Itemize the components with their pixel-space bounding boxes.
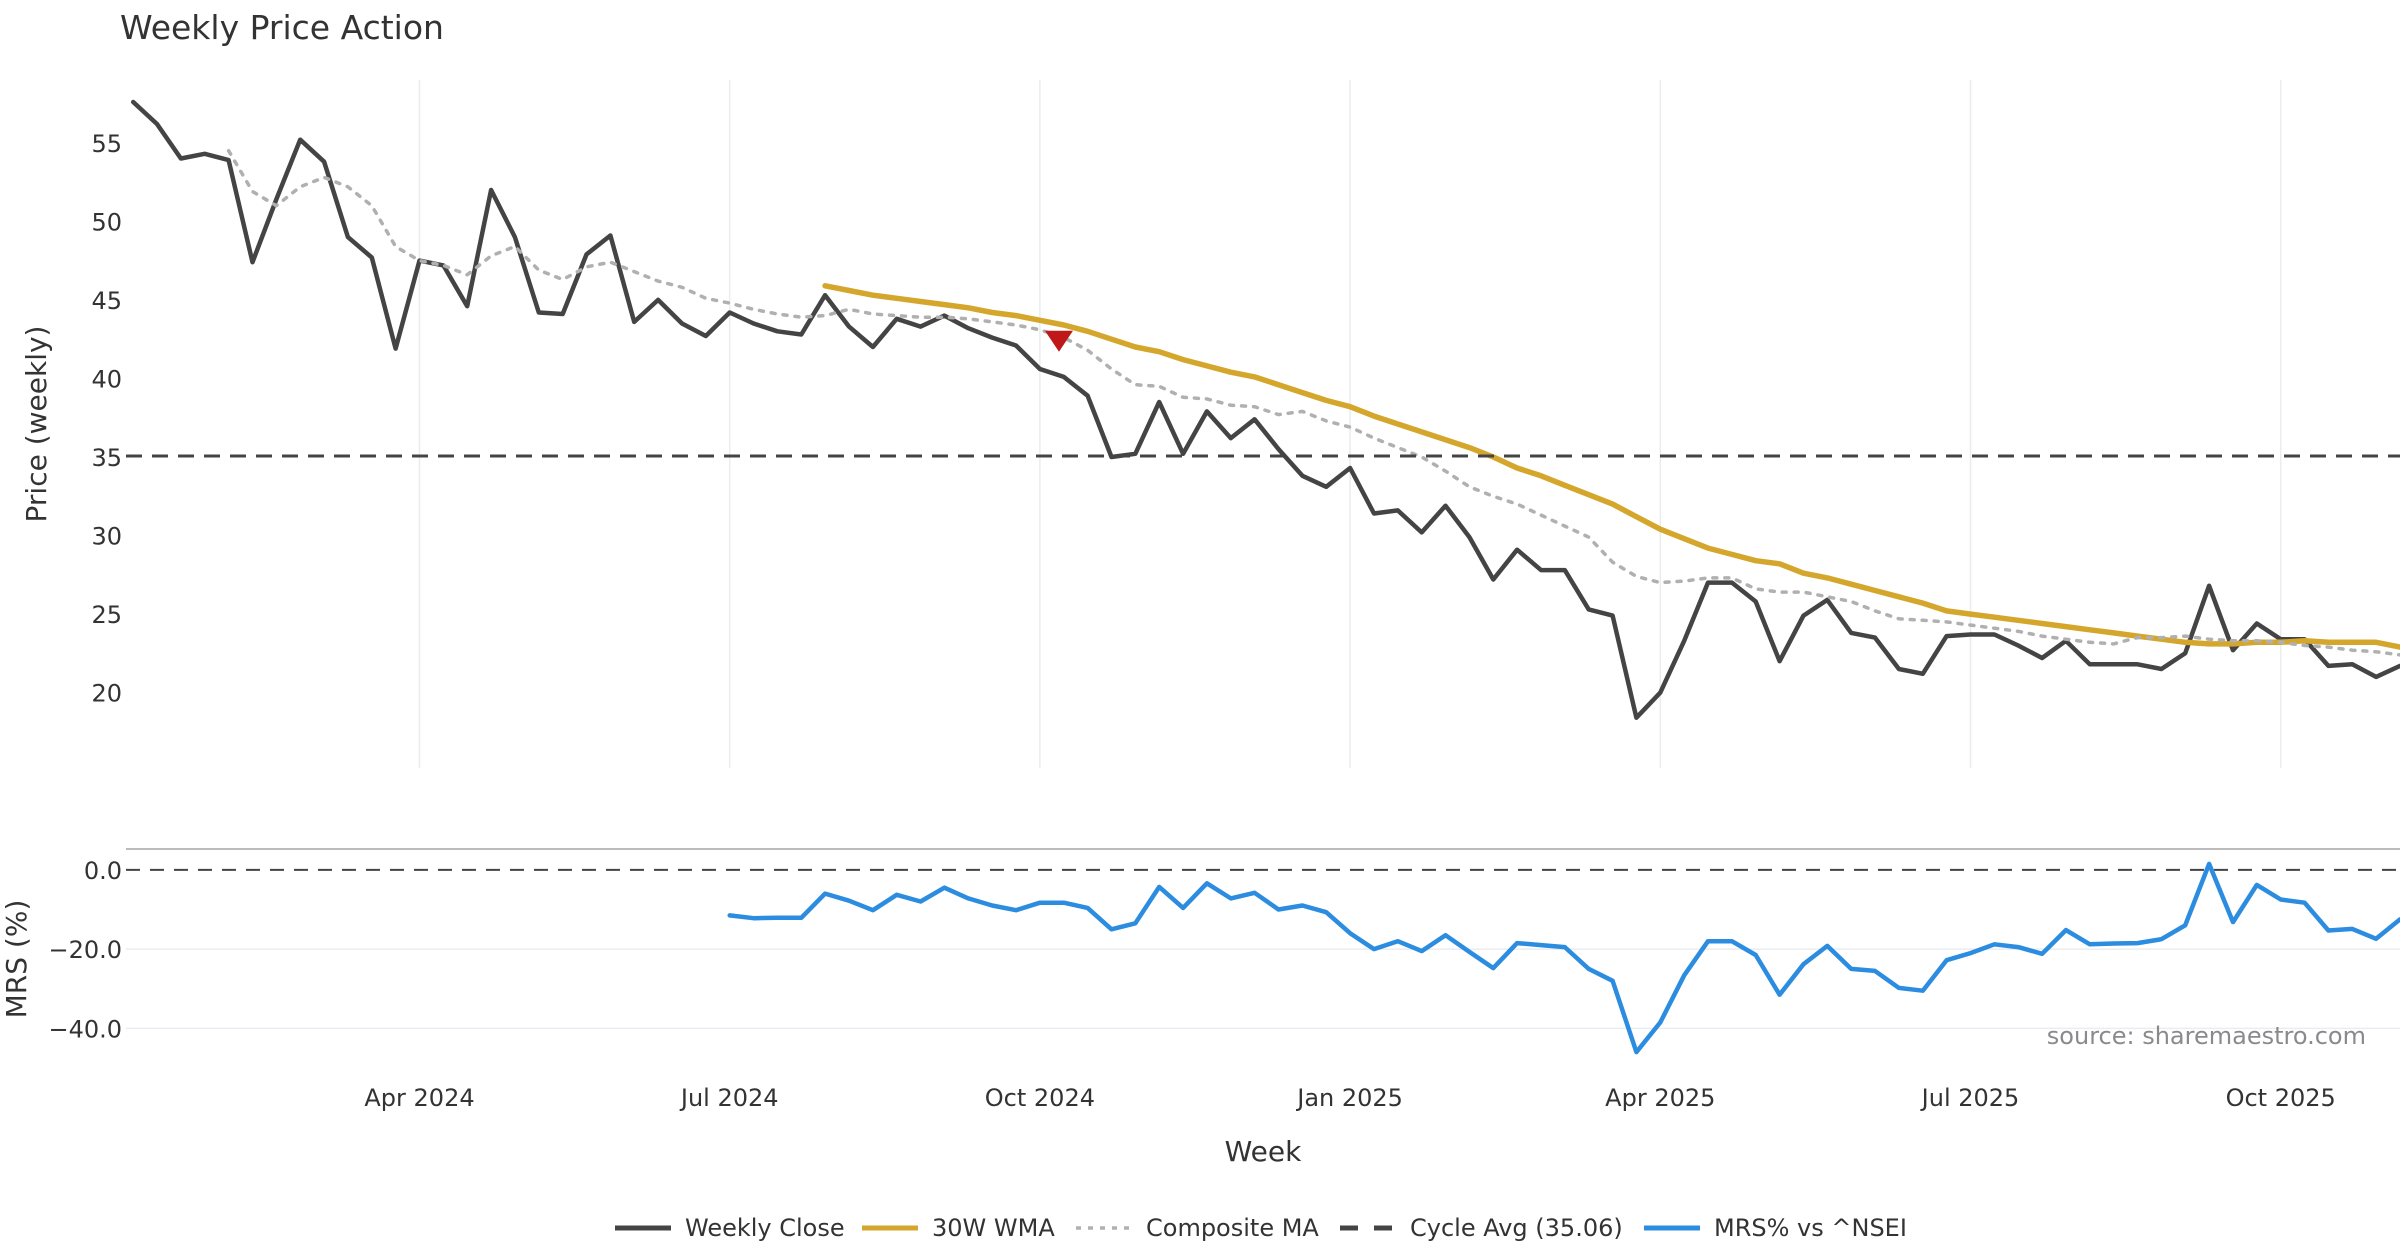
source-note: source: sharemaestro.com xyxy=(2047,1022,2366,1050)
price-y-tick-label: 35 xyxy=(91,444,122,472)
weekly-price-chart: Weekly Price Action 20 25 30 35 40 45 50 55 Pri… xyxy=(0,0,2400,1260)
x-tick-label: Oct 2024 xyxy=(985,1084,1095,1112)
price-y-tick-label: 50 xyxy=(91,208,122,236)
mrs-y-ticks: 0.0 −20.0 −40.0 xyxy=(48,857,122,1044)
mrs-y-tick-label: −40.0 xyxy=(48,1015,122,1043)
x-tick-label: Apr 2024 xyxy=(364,1084,474,1112)
mrs-y-axis-label: MRS (%) xyxy=(0,900,33,1019)
legend-label-composite-ma: Composite MA xyxy=(1146,1214,1319,1242)
price-y-tick-label: 20 xyxy=(91,680,122,708)
x-tick-label: Oct 2025 xyxy=(2226,1084,2336,1112)
mrs-gridlines xyxy=(126,870,2400,1029)
legend: Weekly Close 30W WMA Composite MA Cycle Avg… xyxy=(615,1214,1907,1242)
series-composite-ma-line xyxy=(229,151,2400,655)
price-y-axis-label: Price (weekly) xyxy=(20,326,53,523)
x-axis-ticks: Apr 2024 Jul 2024 Oct 2024 Jan 2025 Apr 2025… xyxy=(364,1084,2335,1112)
legend-label-30w-wma: 30W WMA xyxy=(932,1214,1055,1242)
price-y-tick-label: 25 xyxy=(91,601,122,629)
x-axis-label: Week xyxy=(1225,1135,1302,1168)
price-y-tick-label: 40 xyxy=(91,365,122,393)
x-tick-label: Jan 2025 xyxy=(1295,1084,1403,1112)
x-tick-label: Jul 2025 xyxy=(1920,1084,2020,1112)
price-y-ticks: 20 25 30 35 40 45 50 55 xyxy=(91,130,122,708)
legend-label-weekly-close: Weekly Close xyxy=(685,1214,845,1242)
x-tick-label: Jul 2024 xyxy=(679,1084,779,1112)
mrs-y-tick-label: −20.0 xyxy=(48,936,122,964)
price-series-group xyxy=(126,102,2400,718)
x-tick-label: Apr 2025 xyxy=(1605,1084,1715,1112)
legend-label-cycle-avg-35-06: Cycle Avg (35.06) xyxy=(1410,1214,1623,1242)
chart-title: Weekly Price Action xyxy=(120,8,444,47)
price-gridlines xyxy=(419,80,2280,768)
legend-label-mrs-vs-nsei: MRS% vs ^NSEI xyxy=(1714,1214,1907,1242)
mrs-y-tick-label: 0.0 xyxy=(84,857,122,885)
price-y-tick-label: 45 xyxy=(91,287,122,315)
price-y-tick-label: 55 xyxy=(91,130,122,158)
price-y-tick-label: 30 xyxy=(91,523,122,551)
